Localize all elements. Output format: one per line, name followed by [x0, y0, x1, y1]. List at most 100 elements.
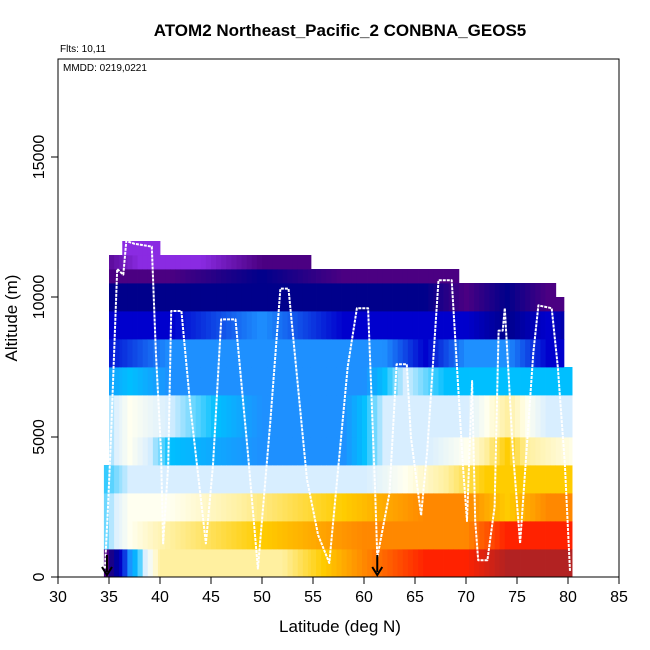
heatmap-cell: [221, 255, 227, 270]
heatmap-cell: [272, 549, 278, 578]
heatmap-cell: [127, 395, 133, 438]
heatmap-cell: [509, 521, 516, 550]
heatmap-cell: [205, 395, 212, 438]
heatmap-cell: [453, 437, 460, 466]
x-tick-label: 45: [202, 589, 220, 606]
heatmap-cell: [443, 465, 450, 494]
heatmap-cell: [142, 549, 149, 578]
heatmap-cell: [499, 283, 506, 312]
heatmap-cell: [336, 269, 342, 284]
heatmap-cell: [494, 283, 501, 312]
heatmap-cell: [514, 465, 521, 494]
heatmap-cell: [132, 269, 138, 284]
heatmap-cell: [190, 437, 197, 466]
heatmap-cell: [297, 395, 304, 438]
heatmap-cell: [109, 255, 115, 270]
heatmap-cell: [484, 283, 490, 312]
heatmap-cell: [165, 269, 171, 284]
heatmap-cell: [137, 255, 144, 270]
flight-track-line: [103, 240, 571, 572]
heatmap-cell: [453, 493, 460, 522]
heatmap-cell: [302, 493, 309, 522]
heatmap-cell: [180, 549, 186, 578]
heatmap-cell: [377, 367, 383, 396]
heatmap-cell: [423, 549, 429, 578]
heatmap-cell: [387, 549, 393, 578]
heatmap-cell: [550, 465, 557, 494]
heatmap-cell: [555, 297, 562, 312]
heatmap-cell: [211, 465, 217, 494]
heatmap-cell: [119, 283, 123, 312]
heatmap-cell: [132, 437, 138, 466]
heatmap-cell: [292, 437, 299, 466]
heatmap-cell: [211, 269, 217, 284]
heatmap-cell: [310, 367, 317, 396]
heatmap-cell: [504, 283, 511, 312]
heatmap-cell: [514, 339, 521, 368]
heatmap-cell: [256, 465, 263, 494]
heatmap-cell: [326, 493, 332, 522]
heatmap-cell: [316, 493, 322, 522]
heatmap-cell: [321, 367, 327, 396]
heatmap-cell: [331, 521, 337, 550]
heatmap-cell: [326, 367, 332, 396]
heatmap-cell: [282, 549, 288, 578]
heatmap-cell: [160, 311, 166, 340]
heatmap-cell: [469, 437, 475, 466]
heatmap-cell: [392, 283, 399, 312]
heatmap-cell: [463, 367, 470, 396]
heatmap-cell: [530, 395, 536, 438]
heatmap-cell: [142, 367, 149, 396]
heatmap-cell: [525, 493, 531, 522]
heatmap-cell: [463, 437, 470, 466]
heatmap-cell: [190, 367, 197, 396]
heatmap-cell: [569, 367, 573, 396]
heatmap-cell: [272, 255, 278, 270]
heatmap-cell: [277, 521, 283, 550]
heatmap-cell: [142, 465, 149, 494]
heatmap-cell: [165, 283, 171, 312]
heatmap-cell: [302, 395, 309, 438]
heatmap-cell: [418, 269, 424, 284]
heatmap-cell: [326, 395, 332, 438]
heatmap-cell: [267, 493, 273, 522]
heatmap-cell: [346, 367, 353, 396]
heatmap-cell: [160, 549, 166, 578]
heatmap-cell: [458, 493, 465, 522]
heatmap-cell: [132, 339, 138, 368]
heatmap-cell: [147, 283, 154, 312]
heatmap-cell: [297, 549, 304, 578]
heatmap-cell: [326, 311, 332, 340]
heatmap-cell: [262, 269, 268, 284]
heatmap-cell: [331, 283, 337, 312]
heatmap-cell: [157, 549, 161, 578]
heatmap-cell: [418, 437, 424, 466]
heatmap-cell: [282, 367, 288, 396]
heatmap-cell: [453, 311, 460, 340]
heatmap-cell: [231, 521, 237, 550]
heatmap-cell: [392, 395, 399, 438]
heatmap-cell: [175, 493, 181, 522]
heatmap-cell: [246, 493, 253, 522]
heatmap-cell: [563, 493, 570, 522]
heatmap-cell: [361, 283, 368, 312]
heatmap-cell: [336, 311, 342, 340]
heatmap-cell: [382, 283, 388, 312]
heatmap-cell: [142, 283, 149, 312]
heatmap-cell: [545, 311, 552, 340]
heatmap-cell: [231, 269, 237, 284]
heatmap-cell: [310, 493, 317, 522]
heatmap-cell: [236, 255, 242, 270]
heatmap-cell: [321, 283, 327, 312]
heatmap-cell: [251, 269, 258, 284]
heatmap-cell: [310, 549, 317, 578]
heatmap-cell: [236, 465, 242, 494]
heatmap-cell: [211, 521, 217, 550]
heatmap-cell: [216, 269, 222, 284]
heatmap-cell: [292, 367, 299, 396]
heatmap-cell: [336, 283, 342, 312]
heatmap-cell: [484, 549, 490, 578]
heatmap-cell: [231, 395, 237, 438]
heatmap-cell: [256, 283, 263, 312]
heatmap-cell: [119, 549, 123, 578]
